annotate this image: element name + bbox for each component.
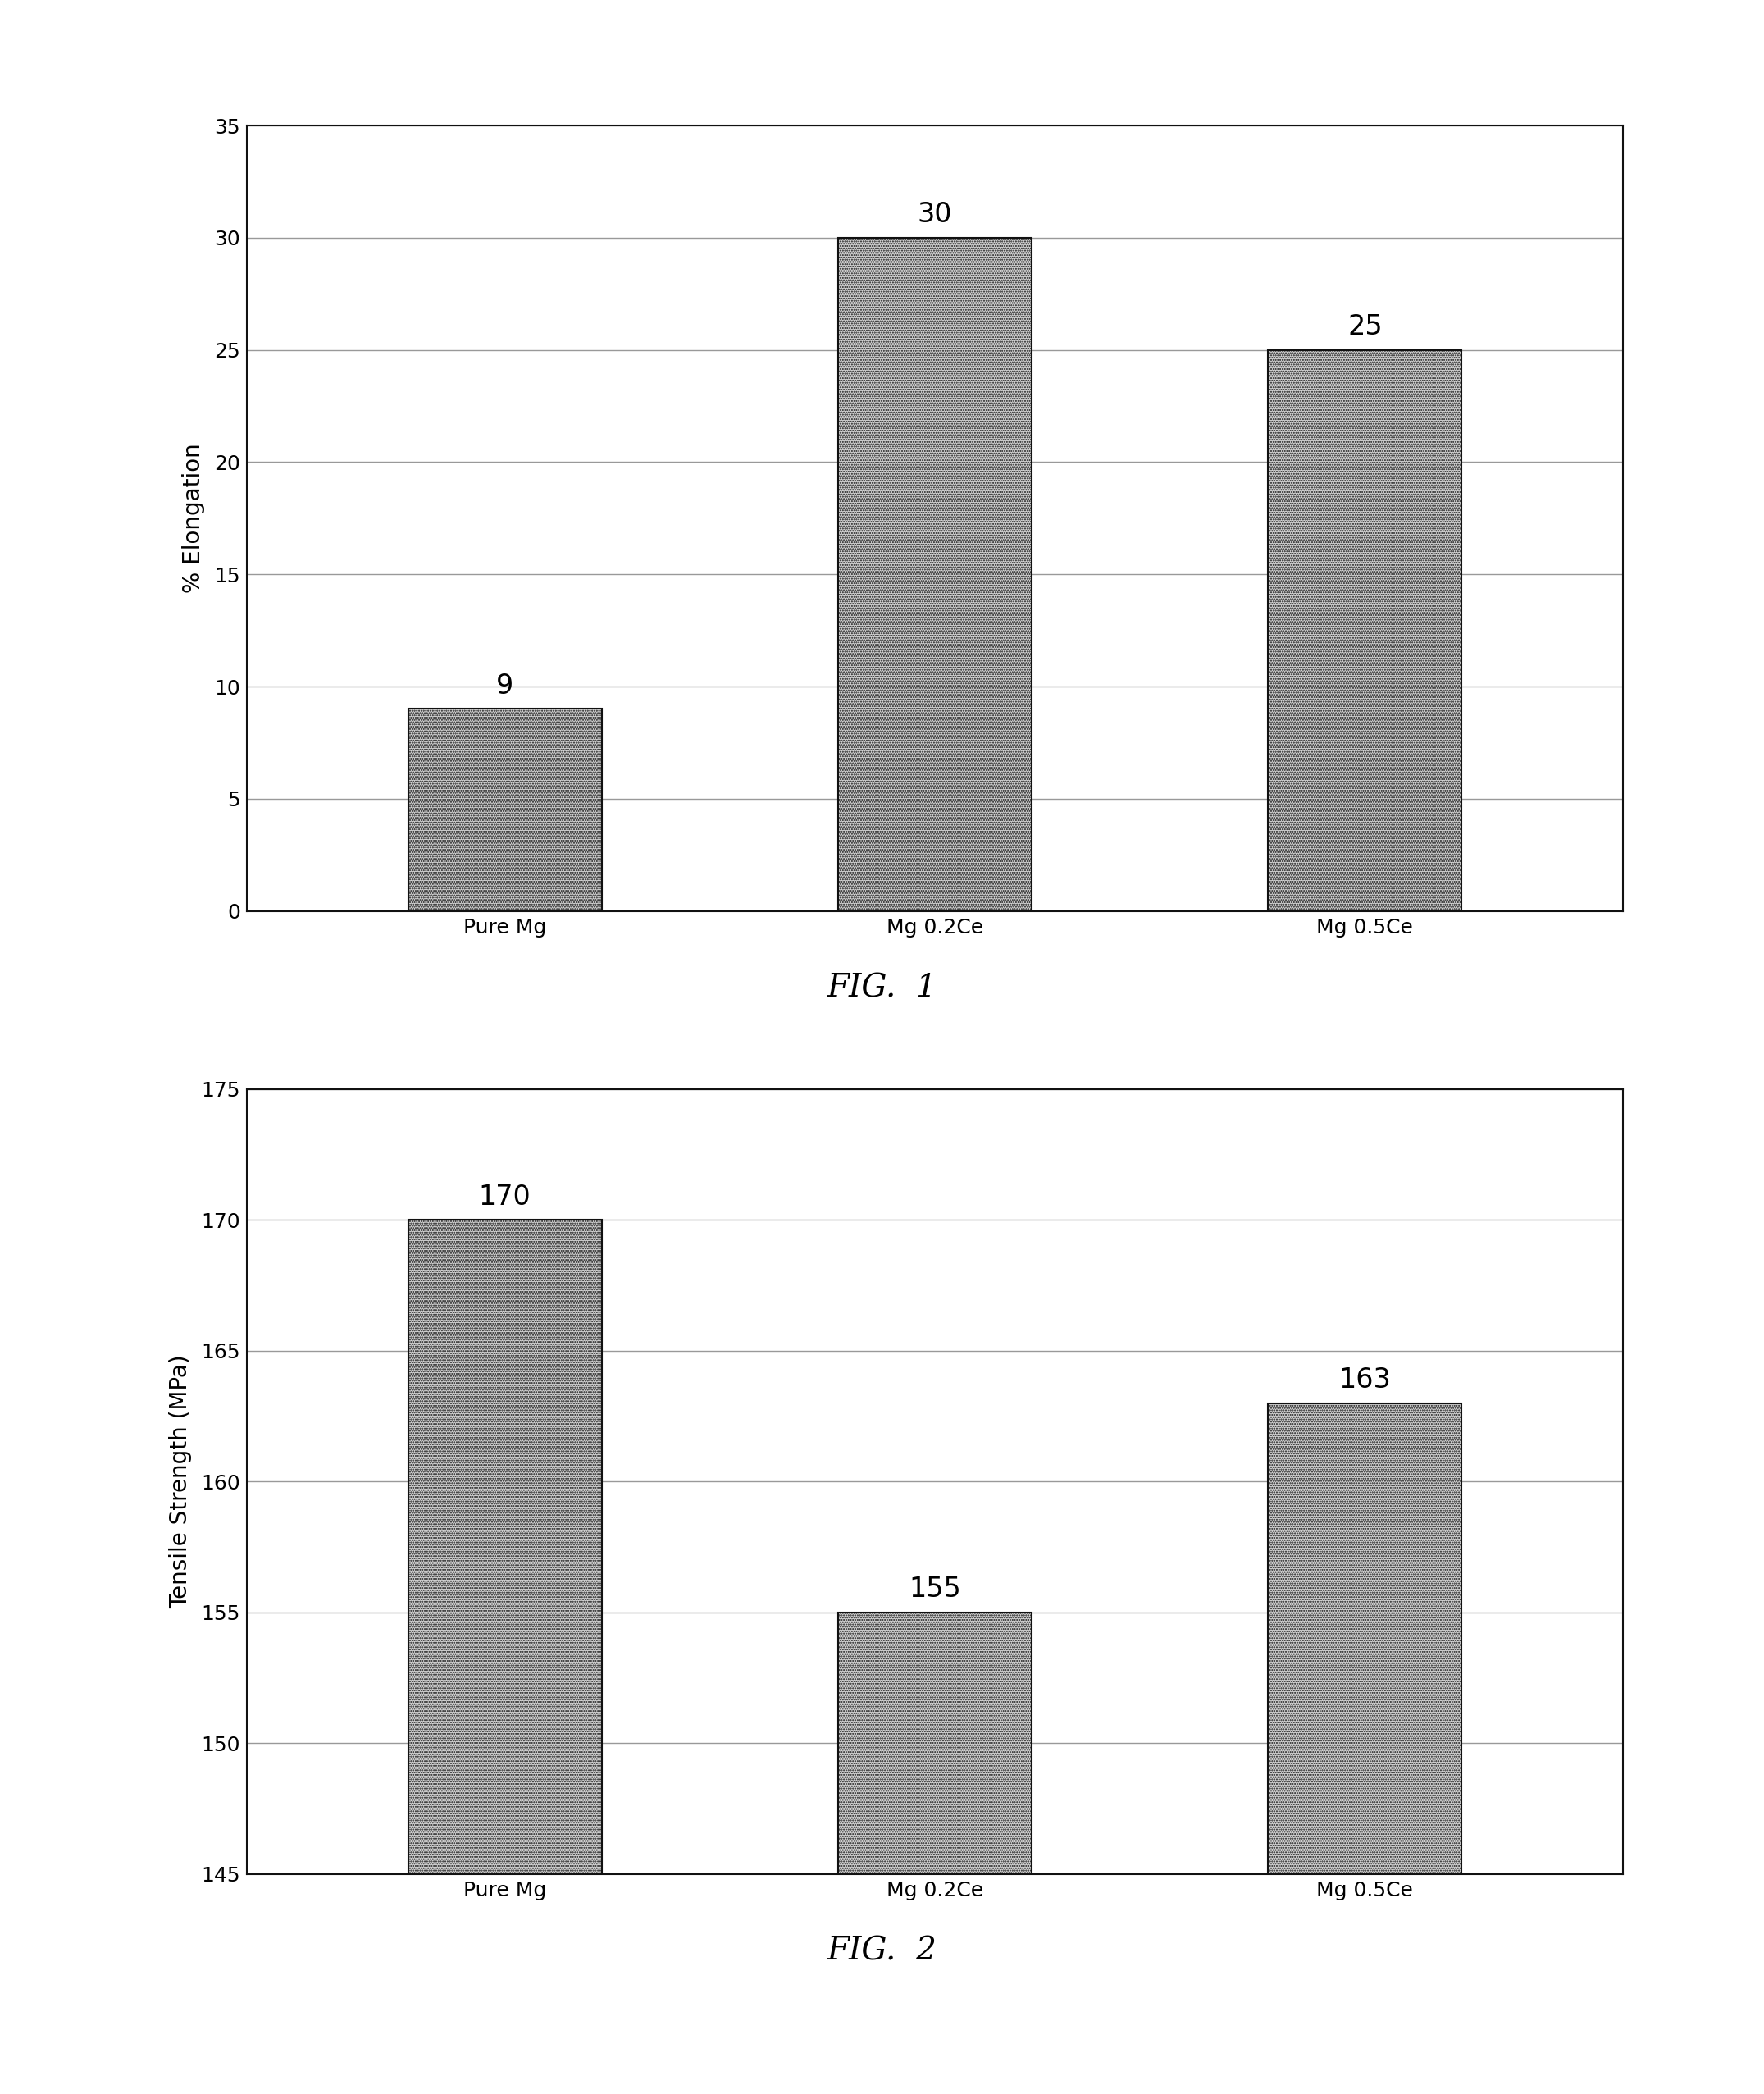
Text: FIG.  2: FIG. 2 [827, 1937, 937, 1966]
Y-axis label: % Elongation: % Elongation [182, 444, 205, 593]
Bar [838, 239, 1032, 911]
Bar [838, 1612, 1032, 1874]
Text: 30: 30 [917, 201, 953, 228]
Text: 25: 25 [1348, 314, 1383, 341]
Y-axis label: Tensile Strength (MPa): Tensile Strength (MPa) [169, 1355, 192, 1608]
Text: FIG.  1: FIG. 1 [827, 974, 937, 1003]
Text: 155: 155 [908, 1577, 961, 1604]
Bar [407, 1221, 602, 1874]
Bar [407, 710, 602, 911]
Text: 9: 9 [496, 672, 513, 699]
Text: 170: 170 [478, 1183, 531, 1210]
Bar [1268, 350, 1462, 911]
Bar [1268, 1403, 1462, 1874]
Text: 163: 163 [1339, 1367, 1392, 1395]
